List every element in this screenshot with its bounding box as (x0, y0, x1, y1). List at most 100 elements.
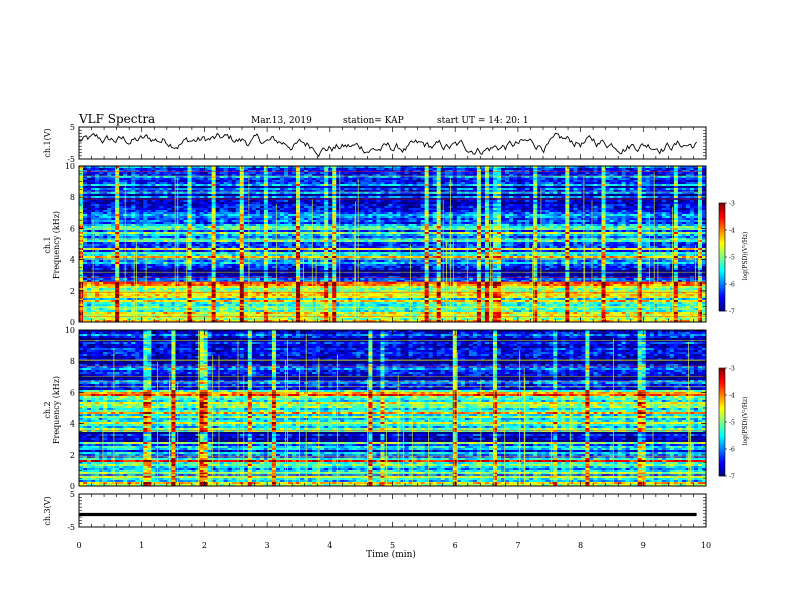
spectrogram-cell (111, 172, 116, 175)
spectrogram-cell (364, 202, 369, 205)
spectrogram-cell (360, 172, 365, 175)
y-tick-label: -5 (67, 155, 75, 164)
spectrogram-cell (340, 200, 345, 203)
spectrogram-cell (509, 166, 514, 169)
spectrogram-cell (625, 168, 631, 171)
spectrogram-cell (304, 172, 309, 175)
spectrogram-cell (565, 194, 570, 197)
spectrogram-cell (472, 174, 478, 177)
spectrogram-cell (577, 190, 582, 193)
spectrogram-cell (191, 186, 196, 189)
spectrogram-cell (649, 170, 655, 173)
spectrogram-cell (340, 192, 345, 195)
spectrogram-cell (537, 172, 542, 175)
spectrogram-cell (617, 176, 622, 179)
spectrogram-cell (641, 200, 647, 203)
spectrogram-cell (376, 170, 381, 173)
spectrogram-cell (376, 176, 381, 179)
spectrogram-cell (464, 186, 470, 189)
spectrogram-cell (605, 170, 610, 173)
spectrogram-cell (227, 188, 233, 191)
spectrogram-cell (211, 178, 217, 181)
spectrogram-cell (645, 166, 651, 169)
spectrogram-cell (533, 166, 538, 169)
spectrogram-cell (139, 180, 144, 183)
spectrogram-cell (239, 190, 245, 193)
spectrogram-cell (569, 196, 574, 199)
spectrogram-cell (661, 186, 667, 189)
spectrogram-cell (657, 178, 663, 181)
spectrogram-cell (480, 180, 486, 183)
spectrogram-cell (155, 202, 160, 205)
spectrogram-cell (304, 168, 309, 171)
spectrogram-cell (685, 166, 691, 169)
spectrogram-cell (348, 176, 353, 179)
spectrogram-cell (609, 172, 614, 175)
spectrogram-cell (404, 188, 409, 191)
spectrogram-cell (432, 184, 438, 187)
spectrogram-cell (601, 166, 606, 169)
spectrogram-cell (255, 180, 261, 183)
spectrogram-cell (412, 202, 418, 205)
spectrogram-cell (621, 182, 627, 185)
spectrogram-cell (316, 172, 321, 175)
spectrogram-cell (103, 186, 108, 189)
spectrogram-cell (163, 176, 168, 179)
spectrogram-cell (505, 190, 510, 193)
spectrogram-cell (681, 174, 687, 177)
spectrogram-cell (259, 166, 265, 169)
spectrogram-cell (416, 190, 422, 193)
spectrogram-cell (255, 184, 261, 187)
spectrogram-cell (456, 166, 462, 169)
spectrogram-cell (605, 188, 610, 191)
spectrogram-cell (283, 192, 289, 195)
spectrogram-cell (267, 190, 273, 193)
spectrogram-cell (661, 180, 667, 183)
spectrogram-cell (677, 182, 683, 185)
spectrogram-cell (533, 174, 538, 177)
spectrogram-cell (420, 200, 426, 203)
spectrogram-cell (517, 184, 522, 187)
spectrogram-cell (103, 196, 108, 199)
spectrogram-cell (275, 202, 281, 205)
spectrogram-cell (115, 194, 120, 197)
spectrogram-cell (408, 190, 413, 193)
spectrogram-cell (448, 168, 454, 171)
spectrogram-cell (288, 192, 293, 195)
spectrogram-cell (673, 194, 679, 197)
spectrogram-cell (107, 194, 112, 197)
spectrogram-cell (549, 202, 554, 205)
spectrogram-cell (356, 172, 361, 175)
spectrogram-cell (255, 176, 261, 179)
spectrogram-cell (657, 200, 663, 203)
spectrogram-cell (243, 194, 249, 197)
spectrogram-cell (609, 184, 614, 187)
spectrogram-cell (203, 202, 209, 205)
spectrogram-cell (227, 182, 233, 185)
spectrogram-cell (505, 182, 510, 185)
spectrogram-cell (279, 168, 285, 171)
spectrogram-cell (239, 180, 245, 183)
spectrogram-cell (452, 182, 458, 185)
spectrogram-cell (123, 178, 128, 181)
spectrogram-cell (484, 170, 490, 173)
spectrogram-cell (384, 166, 389, 169)
spectrogram-cell (215, 182, 221, 185)
spectrogram-cell (211, 188, 217, 191)
spectrogram-cell (573, 182, 578, 185)
spectrogram-cell (384, 192, 389, 195)
spectrogram-cell (396, 188, 401, 191)
spectrogram-cell (207, 170, 213, 173)
spectrogram-cell (344, 194, 349, 197)
spectrogram-cell (340, 174, 345, 177)
spectrogram-cell (657, 192, 663, 195)
spectrogram-cell (296, 178, 301, 181)
spectrogram-cell (697, 168, 703, 171)
spectrogram-cell (408, 184, 413, 187)
spectrogram-cell (167, 174, 172, 177)
spectrogram-cell (460, 180, 466, 183)
spectrogram-cell (368, 184, 373, 187)
spectrogram-cell (537, 174, 542, 177)
start-time-label: start UT = 14: 20: 1 (437, 116, 529, 126)
spectrogram-cell (553, 188, 558, 191)
